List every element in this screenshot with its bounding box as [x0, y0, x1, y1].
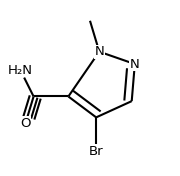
- Text: N: N: [130, 58, 140, 71]
- Text: N: N: [94, 45, 104, 58]
- Text: H₂N: H₂N: [8, 64, 33, 77]
- Text: O: O: [20, 117, 31, 130]
- Text: Br: Br: [89, 145, 104, 158]
